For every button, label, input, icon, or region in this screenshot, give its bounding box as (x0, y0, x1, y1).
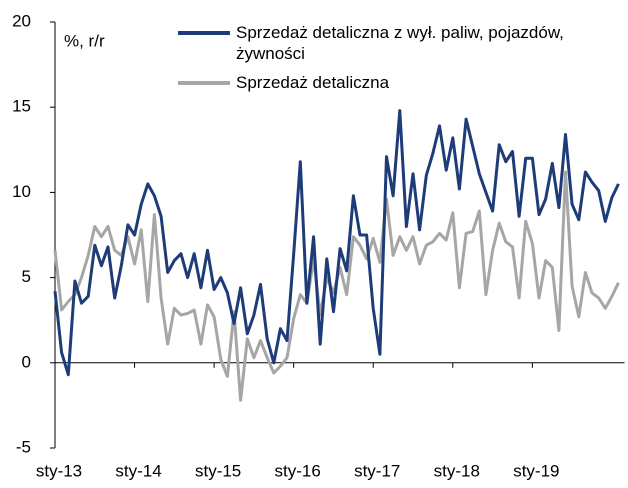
x-tick-label: sty-19 (513, 461, 559, 480)
x-tick-label: sty-15 (195, 461, 241, 480)
y-tick-label: 15 (12, 97, 31, 116)
x-tick-label: sty-17 (354, 461, 400, 480)
y-tick-label: -5 (16, 437, 31, 456)
x-tick-label: sty-16 (275, 461, 321, 480)
y-tick-label: 5 (22, 267, 31, 286)
series-line (53, 109, 620, 377)
x-tick-label: sty-14 (115, 461, 161, 480)
y-tick-label: 0 (22, 352, 31, 371)
x-tick-label: sty-13 (36, 461, 82, 480)
y-tick-label: 20 (12, 11, 31, 30)
y-axis-label: %, r/r (64, 31, 105, 50)
y-tick-label: 10 (12, 182, 31, 201)
x-tick-label: sty-18 (434, 461, 480, 480)
